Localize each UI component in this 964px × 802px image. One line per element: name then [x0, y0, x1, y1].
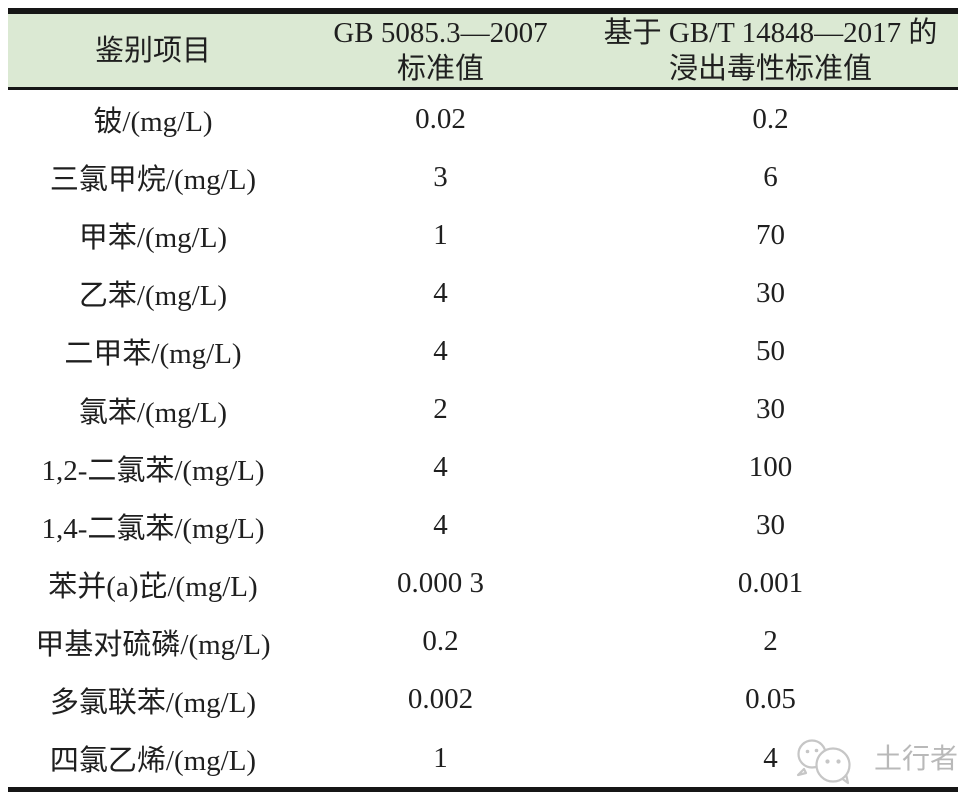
- item-cell: 甲基对硫磷/(mg/L): [35, 628, 271, 661]
- gb5085-value-cell: 0.2: [422, 625, 459, 658]
- header-cell-item: 鉴别项目: [8, 11, 298, 90]
- gb5085-value-cell: 0.000 3: [397, 567, 484, 600]
- item-cell: 铍/(mg/L): [93, 106, 213, 139]
- table-row: 乙苯/(mg/L) 4 30: [8, 264, 958, 322]
- gb14848-value-cell: 2: [763, 625, 778, 658]
- header-row: 鉴别项目 GB 5085.3—2007 标准值 基于 GB/T 14848—20…: [8, 11, 958, 90]
- gb5085-value-cell: 4: [433, 509, 448, 542]
- item-cell: 四氯乙烯/(mg/L): [49, 745, 257, 778]
- header-item-label: 鉴别项目: [94, 34, 211, 67]
- table-header: 鉴别项目 GB 5085.3—2007 标准值 基于 GB/T 14848—20…: [8, 11, 958, 90]
- gb14848-value-cell: 4: [763, 741, 778, 774]
- item-cell: 1,4-二氯苯/(mg/L): [41, 512, 265, 545]
- table-row: 氯苯/(mg/L) 2 30: [8, 380, 958, 438]
- item-cell: 苯并(a)芘/(mg/L): [48, 570, 258, 603]
- item-cell: 乙苯/(mg/L): [78, 280, 228, 313]
- item-cell: 多氯联苯/(mg/L): [49, 686, 257, 719]
- item-cell: 甲苯/(mg/L): [78, 222, 228, 255]
- gb14848-value-cell: 0.001: [737, 567, 804, 600]
- gb5085-value-cell: 0.02: [415, 102, 466, 135]
- table-row: 多氯联苯/(mg/L) 0.002 0.05: [8, 671, 958, 729]
- header-cell-gb14848: 基于 GB/T 14848—2017 的 浸出毒性标准值: [583, 11, 958, 90]
- gb14848-value-cell: 30: [756, 509, 785, 542]
- gb14848-value-cell: 50: [756, 334, 785, 367]
- gb14848-value-cell: 100: [748, 451, 793, 484]
- table-row: 二甲苯/(mg/L) 4 50: [8, 322, 958, 380]
- table-row: 甲基对硫磷/(mg/L) 0.2 2: [8, 613, 958, 671]
- gb5085-value-cell: 3: [433, 160, 448, 193]
- header-gb5085-line1: GB 5085.3—2007: [333, 16, 548, 49]
- gb5085-value-cell: 1: [433, 218, 448, 251]
- table-row: 铍/(mg/L) 0.02 0.2: [8, 89, 958, 149]
- table-row: 1,4-二氯苯/(mg/L) 4 30: [8, 497, 958, 555]
- table-row: 四氯乙烯/(mg/L) 1 4: [8, 729, 958, 790]
- gb14848-value-cell: 70: [756, 218, 785, 251]
- item-cell: 二甲苯/(mg/L): [64, 338, 242, 371]
- table-row: 1,2-二氯苯/(mg/L) 4 100: [8, 439, 958, 497]
- header-gb5085-line2: 标准值: [396, 52, 484, 85]
- header-cell-gb5085: GB 5085.3—2007 标准值: [298, 11, 583, 90]
- gb5085-value-cell: 4: [433, 451, 448, 484]
- table-row: 苯并(a)芘/(mg/L) 0.000 3 0.001: [8, 555, 958, 613]
- gb5085-value-cell: 4: [433, 276, 448, 309]
- gb14848-value-cell: 0.2: [752, 102, 789, 135]
- gb5085-value-cell: 0.002: [407, 683, 474, 716]
- table-row: 三氯甲烷/(mg/L) 3 6: [8, 148, 958, 206]
- item-cell: 1,2-二氯苯/(mg/L): [41, 454, 265, 487]
- item-cell: 三氯甲烷/(mg/L): [49, 164, 257, 197]
- item-cell: 氯苯/(mg/L): [78, 396, 228, 429]
- leaching-toxicity-standards-table: 鉴别项目 GB 5085.3—2007 标准值 基于 GB/T 14848—20…: [8, 8, 958, 793]
- gb14848-value-cell: 6: [763, 160, 778, 193]
- gb5085-value-cell: 4: [433, 334, 448, 367]
- gb5085-value-cell: 1: [433, 741, 448, 774]
- header-gb14848-line2: 浸出毒性标准值: [668, 52, 872, 85]
- gb14848-value-cell: 30: [756, 276, 785, 309]
- table-body: 铍/(mg/L) 0.02 0.2 三氯甲烷/(mg/L) 3 6 甲苯/(mg…: [8, 89, 958, 790]
- gb14848-value-cell: 0.05: [745, 683, 796, 716]
- header-gb14848-line1: 基于 GB/T 14848—2017 的: [603, 16, 938, 49]
- gb5085-value-cell: 2: [433, 393, 448, 426]
- gb14848-value-cell: 30: [756, 393, 785, 426]
- table-row: 甲苯/(mg/L) 1 70: [8, 206, 958, 264]
